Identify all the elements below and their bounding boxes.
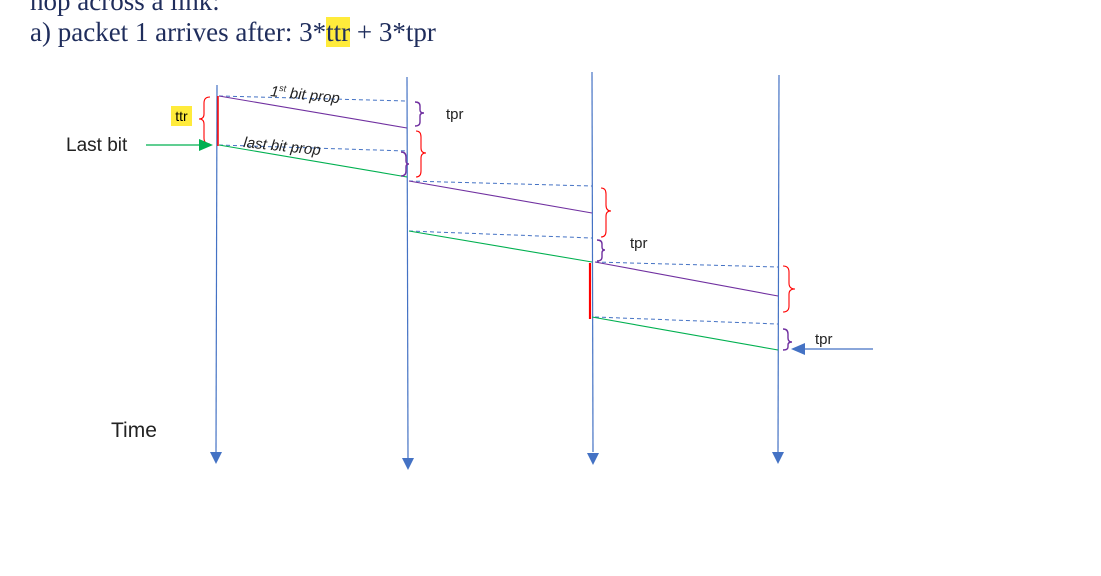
tpr-brace-host-b [782, 328, 793, 351]
time-axis-label: Time [111, 419, 157, 442]
timeline-router-1 [406, 76, 409, 459]
first-bit-path-hop1 [218, 95, 408, 129]
guide-last-bit-hop1 [218, 144, 408, 152]
guide-last-bit-hop2 [408, 230, 593, 239]
timeline-host-b [777, 74, 780, 453]
timeline-arrowheads [210, 452, 784, 470]
ttr-brace-host-b [782, 265, 796, 313]
first-bit-paths [218, 95, 779, 297]
guide-last-bit-hop3 [594, 316, 779, 325]
tpr-brace-router-2 [596, 239, 606, 262]
guide-first-bit-hop2 [408, 180, 593, 187]
first-bit-path-hop3 [594, 261, 779, 297]
ttr-brace-router-1 [415, 130, 427, 178]
heading-suffix: + 3*tpr [350, 17, 436, 47]
timeline-router-2 [591, 71, 594, 453]
heading-line-1: hop across a link: [30, 0, 220, 16]
timeline-host-a [215, 84, 218, 453]
time-arrowhead-router-1 [402, 458, 414, 470]
tpr-label-router-1: tpr [446, 106, 464, 123]
transmission-braces [198, 96, 796, 319]
tpr-label-host-b: tpr [815, 331, 833, 348]
last-bit-path-hop2 [408, 230, 593, 263]
ttr-label-highlight [171, 106, 192, 126]
tpr-arrow-icon [791, 343, 805, 355]
last-bit-arrow-icon [199, 139, 213, 151]
first-bit-ordinal: 1 [270, 83, 280, 101]
first-bit-superscript: st [279, 83, 288, 94]
guide-first-bit-hop1 [218, 95, 408, 102]
first-bit-path-hop2 [408, 180, 593, 214]
time-arrowhead-router-2 [587, 453, 599, 465]
time-arrowhead-b [772, 452, 784, 464]
ttr-brace-router-2 [600, 187, 612, 238]
last-bit-path-hop3 [591, 316, 779, 351]
timelines [215, 71, 780, 459]
time-arrowhead-a [210, 452, 222, 464]
ttr-label: ttr [175, 108, 188, 124]
last-bit-prop-brace-router-1 [400, 151, 410, 177]
ttr-highlight: ttr [326, 17, 351, 47]
first-bit-prop-text: bit prop [285, 85, 341, 108]
tpr-label-router-2: tpr [630, 235, 648, 252]
last-bit-paths [218, 144, 779, 351]
dashed-guides [218, 95, 779, 325]
tpr-brace-router-1 [414, 101, 425, 127]
guide-first-bit-hop3 [594, 261, 779, 268]
ttr-brace-source [198, 96, 211, 145]
heading-line-2: a) packet 1 arrives after: 3*ttr + 3*tpr [30, 17, 436, 48]
last-bit-label: Last bit [66, 135, 128, 156]
propagation-braces [400, 101, 793, 351]
first-bit-prop-label: 1st bit prop [270, 82, 341, 107]
heading-prefix: a) packet 1 arrives after: 3* [30, 17, 327, 47]
last-bit-path-hop1 [218, 144, 408, 178]
